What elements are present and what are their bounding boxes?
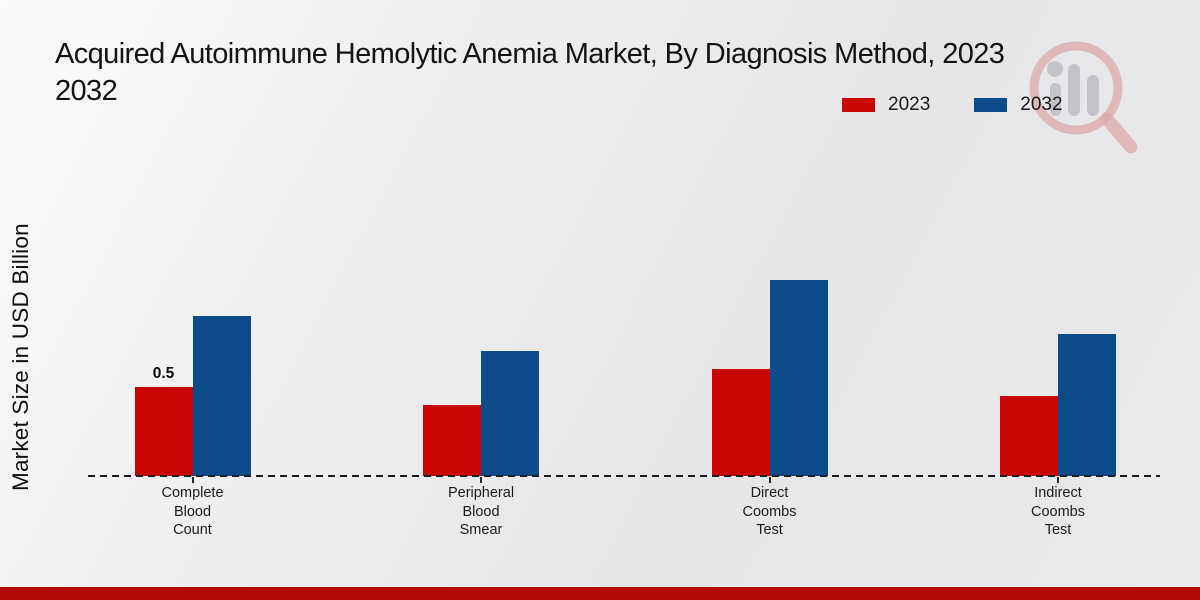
- legend: 2023 2032: [842, 94, 1063, 116]
- category-label-line: Coombs: [742, 503, 797, 520]
- category-label-line: Blood: [173, 503, 212, 520]
- category-label-line: Direct: [750, 485, 789, 501]
- legend-swatch-2032: [974, 98, 1008, 112]
- bar-2023-peripheral-blood-smear: [423, 405, 481, 476]
- category-label-peripheral-blood-smear: Peripheral Blood Smear: [411, 484, 551, 540]
- brand-watermark-icon: [1029, 41, 1138, 154]
- category-label-direct-coombs-test: Direct Coombs Test: [700, 484, 840, 540]
- category-label-line: Test: [756, 522, 783, 538]
- chart-title-line-1: Acquired Autoimmune Hemolytic Anemia Mar…: [55, 38, 1005, 70]
- x-axis-tick: [191, 477, 194, 483]
- x-axis-baseline: [88, 475, 1160, 477]
- chart-title-line-2: 2032: [55, 75, 118, 107]
- category-label-indirect-coombs-test: Indirect Coombs Test: [988, 484, 1128, 540]
- bar-value-label: 0.5: [152, 365, 175, 382]
- category-label-line: Indirect: [1034, 485, 1082, 501]
- category-label-line: Peripheral: [447, 485, 515, 501]
- chart-title: Acquired Autoimmune Hemolytic Anemia Mar…: [55, 36, 1200, 110]
- category-label-line: Test: [1044, 522, 1072, 538]
- bar-2032-peripheral-blood-smear: [481, 351, 539, 476]
- y-axis-label: Market Size in USD Billion: [8, 223, 33, 491]
- category-label-line: Complete: [161, 485, 224, 501]
- bar-2032-complete-blood-count: [192, 316, 251, 476]
- bar-2023-complete-blood-count: [134, 387, 193, 476]
- x-axis-tick: [1057, 477, 1059, 483]
- legend-item-2032: 2032: [974, 94, 1063, 116]
- legend-label: 2032: [1020, 94, 1063, 115]
- category-label-line: Blood: [462, 503, 500, 520]
- bar-2032-direct-coombs-test: [769, 280, 828, 476]
- category-label-line: Coombs: [1031, 503, 1085, 520]
- bar-2023-direct-coombs-test: [711, 369, 770, 476]
- category-label-line: Count: [173, 522, 212, 538]
- bar-2023-indirect-coombs-test: [1000, 396, 1058, 476]
- x-axis-tick: [768, 477, 771, 483]
- footer-accent-bar: [0, 587, 1200, 600]
- x-axis-tick: [480, 477, 482, 483]
- category-label-line: Smear: [459, 522, 503, 538]
- legend-label: 2023: [888, 94, 931, 115]
- category-label-complete-blood-count: Complete Blood Count: [123, 484, 263, 540]
- legend-item-2023: 2023: [842, 94, 930, 116]
- legend-swatch-2023: [842, 98, 875, 112]
- bar-2032-indirect-coombs-test: [1058, 334, 1116, 476]
